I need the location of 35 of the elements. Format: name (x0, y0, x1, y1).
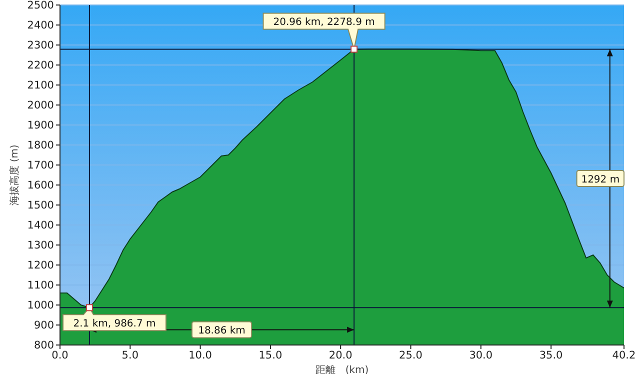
annotation: 18.86 km (198, 326, 246, 337)
callout: 20.96 km, 2278.9 m (262, 12, 386, 53)
y-tick-label: 2500 (27, 0, 54, 12)
y-tick-label: 800 (34, 340, 54, 352)
x-tick-label: 5.0 (122, 349, 138, 362)
x-tick-label: 35.0 (539, 349, 563, 362)
x-axis-title: 距離 (km) (315, 364, 369, 374)
annotation: 20.96 km, 2278.9 m (273, 17, 375, 28)
y-tick-label: 1100 (27, 280, 54, 292)
y-tick-label: 1600 (27, 180, 54, 192)
y-tick-label: 1500 (27, 200, 54, 212)
callout: 2.1 km, 986.7 m (62, 304, 166, 332)
y-axis-title: 海拔高度 (m) (8, 144, 21, 206)
annotation: 2.1 km, 986.7 m (73, 318, 156, 330)
y-tick-label: 2200 (27, 60, 54, 72)
x-tick-label: 15.0 (258, 349, 282, 362)
y-tick-label: 1900 (27, 120, 54, 132)
y-tick-label: 900 (34, 320, 54, 332)
x-tick-label: 10.0 (188, 349, 212, 362)
y-tick-label: 2300 (27, 40, 54, 52)
x-tick-label: 20.0 (328, 349, 352, 362)
y-tick-label: 2400 (27, 20, 54, 32)
y-tick-label: 1200 (27, 260, 54, 272)
x-tick-label: 30.0 (469, 349, 493, 362)
y-tick-label: 2000 (27, 100, 54, 112)
x-tick-label: 0.0 (52, 349, 68, 362)
x-tick-label: 25.0 (399, 349, 422, 362)
y-tick-label: 1300 (27, 240, 54, 252)
y-tick-label: 1800 (27, 140, 54, 152)
x-tick-label: 40.2 (612, 349, 636, 362)
y-tick-label: 2100 (27, 80, 54, 92)
y-tick-label: 1000 (27, 300, 54, 312)
annotation: 1292 m (581, 174, 620, 186)
y-tick-label: 1400 (27, 220, 54, 232)
y-tick-label: 1700 (27, 160, 54, 172)
